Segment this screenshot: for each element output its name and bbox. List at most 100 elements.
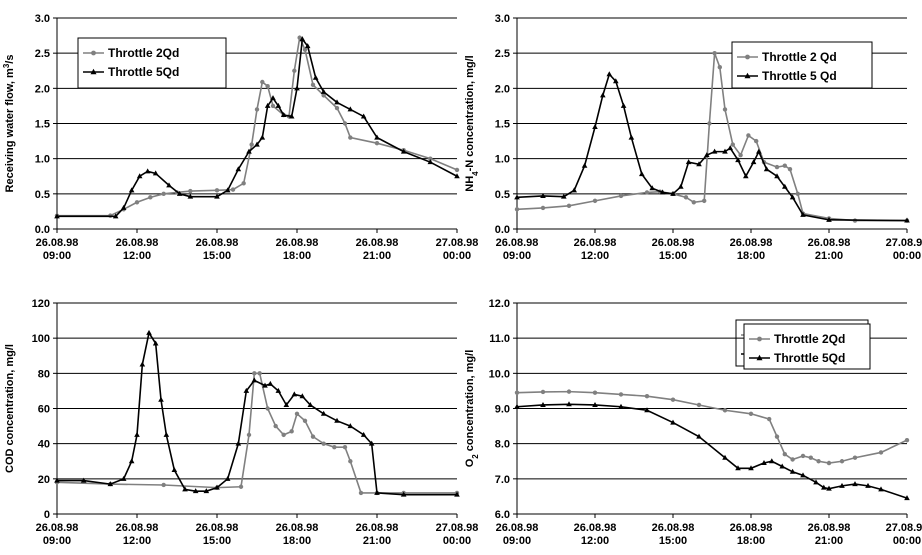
y-tick-label: 6.0 bbox=[495, 509, 510, 521]
data-point-2 bbox=[540, 192, 546, 198]
data-point-1 bbox=[670, 397, 676, 402]
data-point-1 bbox=[134, 200, 140, 205]
data-point-2 bbox=[618, 403, 624, 409]
series-line-1 bbox=[57, 34, 458, 217]
y-axis-label: NH4-N concentration, mg/l bbox=[464, 55, 480, 191]
data-point-2 bbox=[283, 401, 290, 407]
data-point-2 bbox=[514, 403, 520, 409]
data-point-2 bbox=[696, 433, 702, 439]
data-point-1 bbox=[252, 371, 257, 376]
legend-swatch-marker bbox=[91, 50, 96, 56]
data-point-2 bbox=[769, 458, 775, 464]
x-tick-time: 12:00 bbox=[581, 535, 609, 547]
data-point-2 bbox=[360, 431, 367, 437]
data-point-2 bbox=[171, 467, 178, 473]
data-point-2 bbox=[139, 361, 146, 367]
data-point-1 bbox=[800, 453, 806, 459]
data-point-2 bbox=[80, 477, 87, 483]
data-point-2 bbox=[54, 213, 60, 219]
data-point-2 bbox=[280, 112, 287, 118]
data-point-2 bbox=[176, 190, 183, 196]
y-axis-label-part: 3 bbox=[2, 63, 11, 68]
y-tick-label: 2.5 bbox=[35, 48, 50, 60]
data-point-1 bbox=[787, 167, 793, 172]
data-point-2 bbox=[54, 477, 60, 483]
x-tick-time: 18:00 bbox=[283, 250, 311, 262]
data-point-1 bbox=[691, 200, 696, 205]
x-tick-date: 26.08.98 bbox=[116, 522, 159, 534]
series-line-2 bbox=[516, 403, 908, 499]
data-point-1 bbox=[592, 390, 598, 395]
data-point-1 bbox=[148, 195, 153, 200]
data-point-1 bbox=[774, 434, 780, 439]
x-tick-date: 26.08.98 bbox=[36, 522, 79, 534]
chart-panel-4: 6.07.08.09.010.011.012.026.08.9809:0026.… bbox=[464, 298, 922, 547]
data-point-2 bbox=[628, 134, 635, 140]
data-point-1 bbox=[161, 482, 166, 488]
data-point-2 bbox=[182, 486, 188, 492]
data-point-2 bbox=[374, 134, 380, 140]
x-tick-date: 26.08.98 bbox=[196, 237, 239, 249]
chart-panel-1: 0.00.51.01.52.02.53.026.08.9809:0026.08.… bbox=[2, 13, 479, 262]
series-line-1 bbox=[56, 372, 457, 494]
data-point-2 bbox=[259, 134, 266, 140]
data-point-2 bbox=[320, 410, 327, 416]
data-point-2 bbox=[299, 36, 306, 42]
data-point-2 bbox=[782, 183, 788, 189]
data-point-1 bbox=[161, 191, 166, 197]
x-tick-date: 26.08.98 bbox=[356, 237, 399, 249]
data-point-2 bbox=[267, 380, 274, 386]
x-tick-date: 26.08.98 bbox=[36, 237, 79, 249]
legend-label: Throttle 2Qd bbox=[774, 332, 845, 346]
data-point-2 bbox=[262, 382, 268, 388]
data-point-1 bbox=[454, 167, 460, 173]
x-tick-time: 09:00 bbox=[43, 535, 71, 547]
data-point-1 bbox=[878, 450, 884, 455]
y-axis-label-part: Receiving water flow, m bbox=[4, 68, 16, 193]
y-tick-label: 0.0 bbox=[495, 224, 510, 236]
data-point-1 bbox=[348, 135, 353, 140]
data-point-2 bbox=[670, 190, 676, 196]
x-tick-date: 26.08.98 bbox=[356, 522, 399, 534]
data-point-1 bbox=[722, 107, 728, 112]
data-point-1 bbox=[348, 459, 353, 464]
data-point-1 bbox=[795, 191, 800, 197]
data-point-2 bbox=[592, 124, 598, 130]
data-point-1 bbox=[297, 35, 302, 40]
data-point-1 bbox=[712, 50, 717, 56]
data-point-2 bbox=[774, 173, 780, 179]
data-point-2 bbox=[722, 148, 728, 154]
data-point-2 bbox=[368, 440, 375, 446]
data-point-1 bbox=[292, 68, 297, 73]
data-point-2 bbox=[592, 401, 598, 407]
y-tick-label: 12.0 bbox=[489, 298, 510, 310]
x-tick-date: 27.08.98 bbox=[436, 237, 479, 249]
y-axis-label: COD concentration, mg/l bbox=[4, 344, 16, 473]
y-tick-label: 2.0 bbox=[495, 83, 510, 95]
data-point-2 bbox=[235, 440, 242, 446]
data-point-2 bbox=[454, 491, 460, 497]
data-point-2 bbox=[620, 102, 627, 108]
x-tick-date: 26.08.98 bbox=[652, 237, 695, 249]
data-point-2 bbox=[600, 92, 606, 98]
data-point-2 bbox=[128, 187, 135, 193]
x-tick-time: 09:00 bbox=[43, 250, 71, 262]
data-point-1 bbox=[281, 432, 286, 438]
y-tick-label: 1.5 bbox=[35, 119, 50, 131]
x-tick-date: 26.08.98 bbox=[730, 522, 773, 534]
data-point-2 bbox=[800, 472, 806, 478]
data-point-1 bbox=[738, 152, 743, 158]
y-tick-label: 11.0 bbox=[489, 333, 510, 345]
data-point-1 bbox=[707, 121, 712, 126]
data-point-2 bbox=[826, 216, 832, 222]
data-point-1 bbox=[310, 434, 316, 439]
data-point-1 bbox=[592, 198, 598, 204]
x-tick-time: 12:00 bbox=[581, 250, 609, 262]
data-point-2 bbox=[704, 152, 710, 158]
data-point-1 bbox=[826, 460, 832, 466]
data-point-1 bbox=[644, 190, 650, 195]
data-point-2 bbox=[904, 217, 910, 223]
y-tick-label: 80 bbox=[38, 368, 50, 380]
x-tick-date: 26.08.98 bbox=[496, 522, 539, 534]
data-point-1 bbox=[265, 84, 270, 89]
